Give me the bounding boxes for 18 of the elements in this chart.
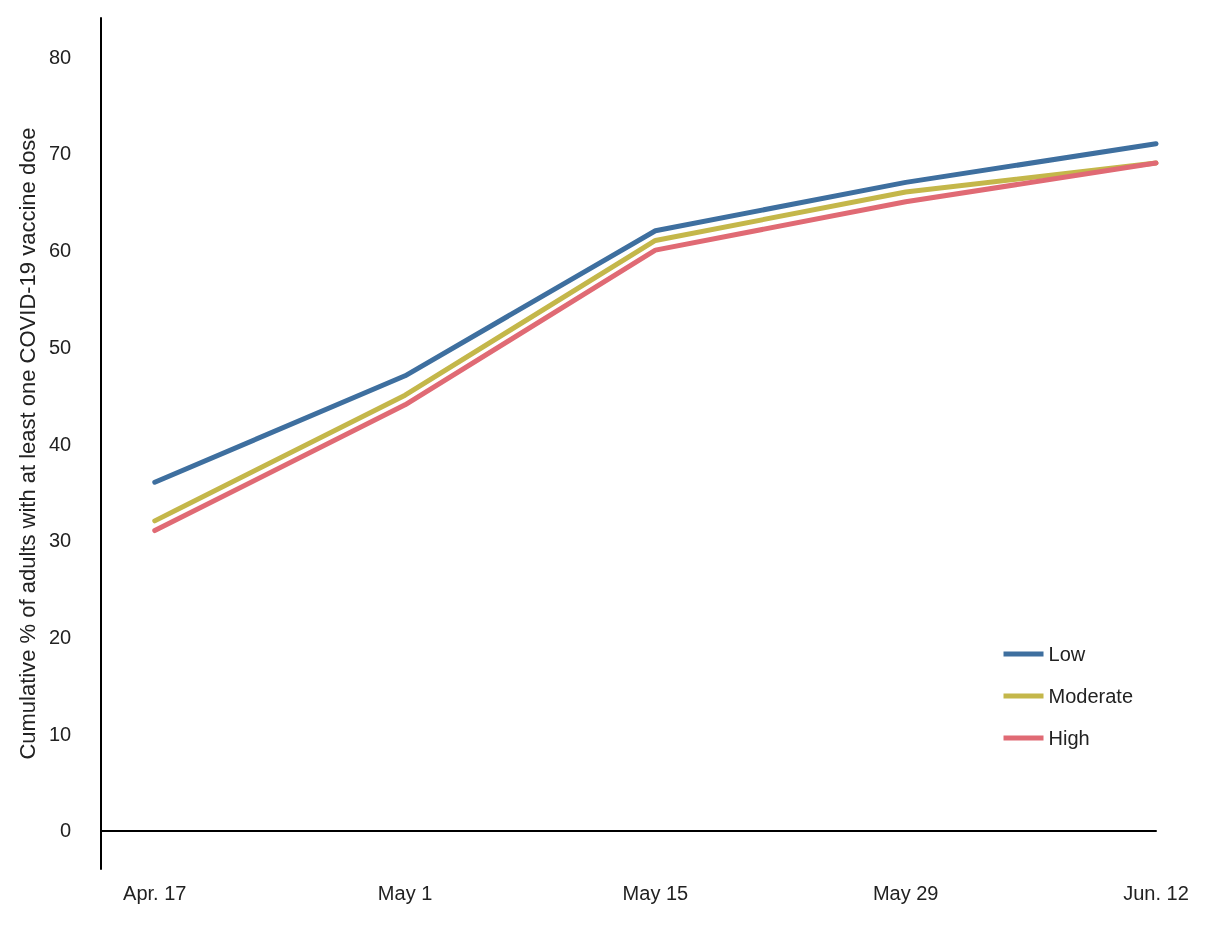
legend-label: Moderate [1048, 685, 1134, 707]
x-tick-label: May 15 [622, 882, 689, 904]
x-tick-label: Jun. 12 [1123, 882, 1189, 904]
y-tick-label: 80 [48, 45, 72, 68]
y-tick-label: 70 [48, 142, 72, 165]
y-tick-label: 30 [48, 529, 72, 552]
legend-label: Low [1048, 643, 1086, 665]
x-tick-label: May 1 [377, 882, 433, 904]
y-tick-label: 10 [48, 722, 72, 745]
legend-label: High [1048, 727, 1090, 749]
x-tick-label: Apr. 17 [123, 882, 187, 904]
y-tick-label: 0 [60, 819, 72, 842]
y-axis-title: Cumulative % of adults with at least one COVID-19 vaccine dose [14, 127, 40, 760]
x-tick-label: May 29 [872, 882, 939, 904]
y-tick-label: 20 [48, 625, 72, 648]
y-tick-label: 60 [48, 239, 72, 262]
y-tick-label: 40 [48, 432, 72, 455]
y-tick-label: 50 [48, 335, 72, 358]
